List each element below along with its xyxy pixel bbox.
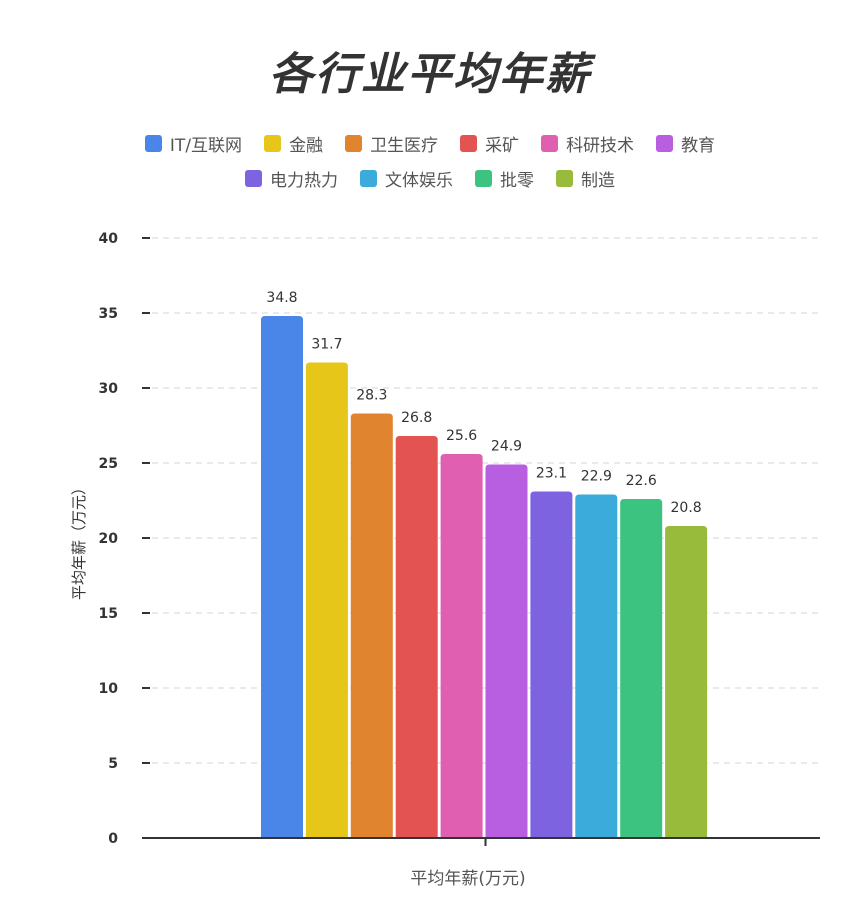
bar[interactable] bbox=[350, 413, 393, 839]
legend-label: 金融 bbox=[289, 136, 324, 156]
legend-swatch bbox=[360, 170, 377, 187]
y-tick-label: 10 bbox=[99, 681, 119, 697]
legend-label: 电力热力 bbox=[270, 171, 338, 191]
legend-item[interactable]: 制造 bbox=[556, 166, 615, 191]
legend-swatch bbox=[144, 135, 162, 152]
y-axis-title: 平均年薪（万元） bbox=[70, 480, 88, 600]
legend-swatch bbox=[656, 135, 674, 152]
y-tick-label: 25 bbox=[99, 456, 118, 472]
legend-row-2: 电力热力 文体娱乐 批零 制造 bbox=[0, 166, 860, 191]
y-tick-label: 15 bbox=[99, 606, 118, 622]
bar[interactable] bbox=[261, 316, 303, 838]
y-tick-label: 40 bbox=[99, 231, 119, 247]
legend-swatch bbox=[460, 135, 478, 152]
y-tick-label: 20 bbox=[99, 531, 119, 547]
value-label: 20.8 bbox=[671, 500, 702, 516]
value-label: 22.6 bbox=[626, 473, 657, 489]
legend-item[interactable]: 卫生医疗 bbox=[345, 131, 438, 156]
legend-item[interactable]: 金融 bbox=[264, 131, 323, 156]
legend-item[interactable]: 批零 bbox=[475, 166, 534, 191]
bar[interactable] bbox=[620, 499, 663, 838]
legend-swatch bbox=[541, 135, 559, 152]
legend-swatch bbox=[245, 170, 262, 187]
legend-item[interactable]: IT/互联网 bbox=[144, 131, 243, 156]
legend-label: IT/互联网 bbox=[169, 136, 243, 156]
legend-row-1: IT/互联网 金融 卫生医疗 采矿 科研技术 教育 bbox=[0, 131, 860, 156]
legend-swatch bbox=[264, 135, 282, 152]
legend-label: 卫生医疗 bbox=[370, 136, 439, 156]
y-tick-label: 30 bbox=[99, 381, 119, 397]
legend-swatch bbox=[345, 135, 363, 152]
bar[interactable] bbox=[305, 362, 348, 839]
legend-label: 教育 bbox=[681, 136, 716, 156]
value-label: 34.8 bbox=[266, 290, 297, 306]
bar[interactable] bbox=[575, 494, 618, 839]
value-label: 31.7 bbox=[311, 337, 342, 353]
x-axis-title: 平均年薪(万元) bbox=[410, 869, 525, 889]
y-tick-label: 5 bbox=[108, 756, 118, 772]
chart-title: 各行业平均年薪 bbox=[269, 49, 591, 100]
value-label: 24.9 bbox=[491, 439, 522, 455]
value-label: 26.8 bbox=[401, 410, 432, 426]
bars bbox=[261, 316, 708, 839]
legend-label: 制造 bbox=[581, 171, 615, 191]
legend-item[interactable]: 采矿 bbox=[460, 131, 519, 156]
bar[interactable] bbox=[440, 454, 483, 838]
legend-item[interactable]: 文体娱乐 bbox=[360, 166, 453, 191]
legend-item[interactable]: 科研技术 bbox=[541, 131, 634, 156]
legend-label: 批零 bbox=[500, 171, 534, 191]
value-labels: 34.8 31.7 28.3 26.8 25.6 24.9 23.1 22.9 22.6 20.8 bbox=[266, 290, 701, 516]
legend-item[interactable]: 教育 bbox=[656, 131, 715, 156]
bar[interactable] bbox=[485, 464, 528, 839]
legend-label: 科研技术 bbox=[566, 136, 635, 156]
value-label: 28.3 bbox=[356, 388, 387, 404]
value-label: 23.1 bbox=[536, 466, 567, 482]
legend-swatch bbox=[556, 170, 573, 187]
legend-item[interactable]: 电力热力 bbox=[245, 166, 338, 191]
legend-swatch bbox=[475, 170, 492, 187]
bar[interactable] bbox=[665, 526, 708, 838]
value-label: 22.9 bbox=[581, 469, 612, 485]
bar[interactable] bbox=[395, 436, 438, 838]
legend-label: 采矿 bbox=[485, 136, 520, 156]
y-tick-label: 0 bbox=[108, 831, 118, 847]
y-tick-label: 35 bbox=[99, 306, 118, 322]
legend-label: 文体娱乐 bbox=[385, 171, 453, 191]
bar[interactable] bbox=[530, 491, 573, 839]
value-label: 25.6 bbox=[446, 428, 477, 444]
y-axis-ticks: 0 5 10 15 20 25 30 35 40 bbox=[99, 231, 150, 847]
